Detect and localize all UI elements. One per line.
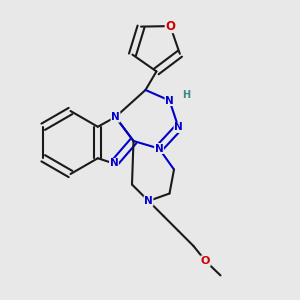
Text: O: O — [201, 256, 210, 266]
Text: O: O — [165, 20, 175, 33]
Text: H: H — [182, 90, 190, 100]
Text: N: N — [154, 143, 164, 154]
Text: N: N — [174, 122, 183, 133]
Text: N: N — [110, 158, 118, 169]
Text: N: N — [144, 196, 153, 206]
Text: N: N — [111, 112, 120, 122]
Text: N: N — [165, 95, 174, 106]
